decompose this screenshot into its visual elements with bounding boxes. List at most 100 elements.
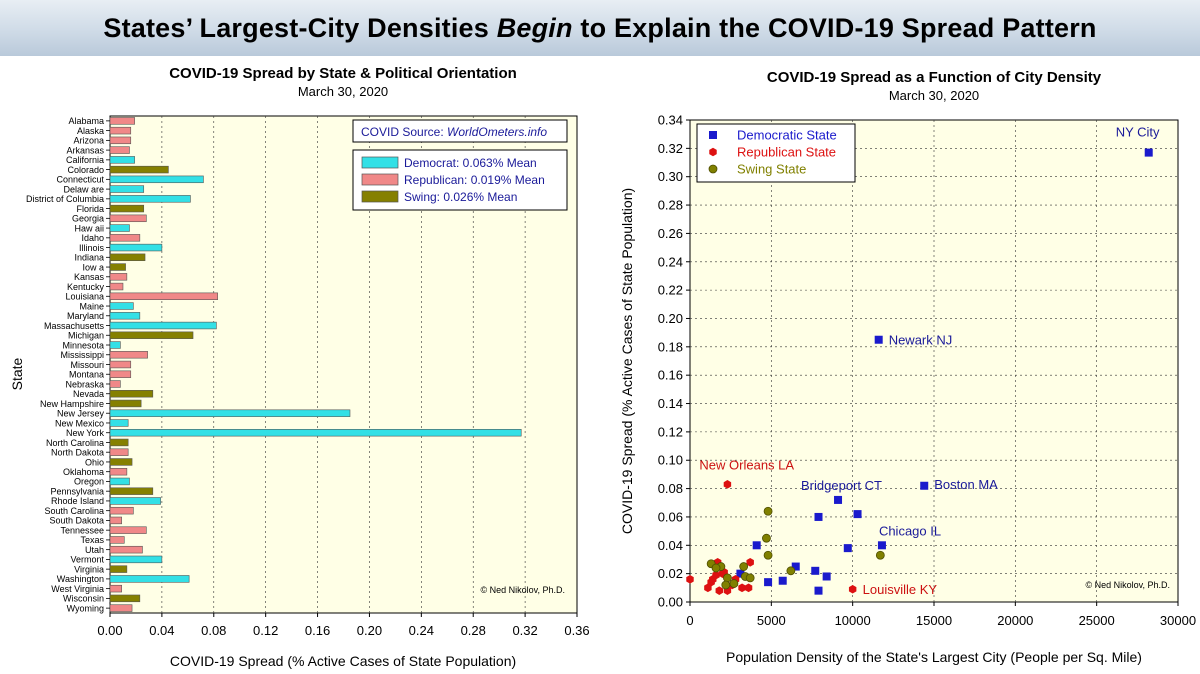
scatter-y-tick-label: 0.14 [658, 396, 683, 411]
bar-legend-items: Democrat: 0.063% Mean Republican: 0.019% … [361, 156, 545, 204]
bar-x-tick-label: 0.36 [564, 623, 589, 638]
bar-wisconsin [109, 594, 141, 603]
scatter-point-democratic-state [764, 578, 773, 587]
scatter-y-tick-label: 0.28 [658, 198, 683, 213]
source-note-site: WorldOmeters.info [447, 125, 547, 139]
bar-florida [109, 204, 145, 213]
bar-virginia [109, 565, 128, 573]
bar-california [109, 156, 135, 164]
scatter-x-tick-label: 5000 [757, 613, 786, 628]
scatter-point-democratic-state [752, 541, 761, 550]
bar-label-pennsylvania: Pennsylvania [50, 486, 104, 496]
scatter-legend-label-r: Republican State [737, 145, 836, 160]
scatter-point-republican-state [723, 480, 732, 489]
bar-label-north-dakota: North Dakota [51, 448, 104, 458]
bar-nevada [109, 390, 154, 398]
bar-texas [109, 536, 125, 544]
bar-x-tick-label: 0.32 [512, 623, 537, 638]
bar-rhode-island [109, 497, 161, 505]
scatter-point-democratic-state [736, 569, 745, 578]
annotation-ny-city: NY City [1116, 125, 1160, 140]
bar-michigan [109, 331, 194, 339]
bar-chart-subtitle: March 30, 2020 [298, 84, 388, 99]
banner-title-part2: to Explain the COVID-19 Spread Pattern [572, 12, 1097, 43]
scatter-legend-marker-s [708, 164, 718, 174]
bar-massachusetts [109, 321, 217, 330]
annotation-bridgeport-ct: Bridgeport CT [801, 478, 882, 493]
scatter-annotations: NY City Newark NJ Boston MA Bridgeport CT Ch… [699, 125, 1160, 598]
scatter-point-democratic-state [874, 335, 883, 344]
bar-label-alabama: Alabama [68, 116, 104, 126]
source-note: COVID Source: WorldOmeters.info [361, 125, 547, 139]
bar-x-tick-label: 0.00 [97, 623, 122, 638]
bar-label-utah: Utah [85, 545, 104, 555]
bar-label-idaho: Idaho [81, 233, 104, 243]
scatter-x-tick-labels: 0 5000 10000 15000 20000 25000 30000 [686, 602, 1196, 628]
scatter-x-tick-label: 30000 [1160, 613, 1196, 628]
bar-label-wisconsin: Wisconsin [63, 594, 104, 604]
scatter-y-tick-label: 0.32 [658, 141, 683, 156]
bar-kentucky [109, 282, 124, 291]
scatter-point-republican-state [704, 583, 712, 593]
bar-label-new-jersey: New Jersey [57, 409, 105, 419]
bar-x-tick-label: 0.16 [305, 623, 330, 638]
scatter-y-tick-labels: 0.00 0.02 0.04 0.06 0.08 0.10 0.12 0.14 0.16 0.18… [658, 113, 690, 610]
bar-legend-swatch-s [361, 190, 399, 203]
bar-label-texas: Texas [80, 535, 104, 545]
bar-colorado [109, 165, 169, 174]
bar-label-new-mexico: New Mexico [55, 418, 104, 428]
bar-label-illinois: Illinois [79, 243, 105, 253]
bar-ohio [109, 458, 133, 466]
scatter-point-swing-state [875, 550, 885, 560]
bar-x-tick-label: 0.12 [253, 623, 278, 638]
bar-label-tennessee: Tennessee [60, 525, 104, 535]
annotation-boston-ma: Boston MA [934, 477, 998, 492]
bar-legend-label-d: Democrat: 0.063% Mean [404, 156, 537, 170]
bar-legend-label-r: Republican: 0.019% Mean [404, 173, 545, 187]
bar-label-connecticut: Connecticut [56, 175, 104, 185]
bar-connecticut [109, 175, 204, 184]
scatter-y-tick-label: 0.20 [658, 311, 683, 326]
bar-delaware [109, 185, 145, 193]
bar-label-michigan: Michigan [68, 331, 104, 341]
bar-alabama [109, 117, 135, 125]
scatter-legend-marker-d [709, 131, 717, 139]
scatter-points [686, 148, 1153, 595]
bar-label-new-york: New York [66, 428, 105, 438]
scatter-chart: COVID-19 Spread as a Function of City De… [619, 69, 1196, 665]
bar-label-missouri: Missouri [70, 360, 104, 370]
scatter-point-republican-state [715, 586, 723, 595]
source-note-label: COVID Source: [361, 125, 447, 139]
bar-north-dakota [109, 448, 129, 456]
annotation-newark-nj: Newark NJ [889, 333, 953, 348]
bar-label-north-carolina: North Carolina [46, 438, 104, 448]
scatter-point-democratic-state [1144, 148, 1153, 157]
bar-label-maryland: Maryland [67, 311, 104, 321]
bar-credit: © Ned Nikolov, Ph.D. [481, 585, 566, 595]
scatter-y-tick-label: 0.06 [658, 509, 683, 524]
scatter-point-swing-state [723, 573, 732, 583]
bar-x-tick-label: 0.24 [409, 623, 434, 638]
scatter-point-republican-state [848, 584, 857, 594]
bar-missouri [109, 360, 132, 369]
scatter-x-axis-label: Population Density of the State's Larges… [726, 649, 1142, 665]
bar-nebraska [109, 380, 121, 388]
bar-new-mexico [109, 419, 129, 427]
bar-label-nebraska: Nebraska [65, 379, 104, 389]
bar-label-rhode-island: Rhode Island [51, 496, 104, 506]
scatter-gridlines [690, 120, 1178, 602]
bar-label-delaware: Delaw are [63, 184, 104, 194]
bar-label-minnesota: Minnesota [62, 340, 104, 350]
source-box [352, 119, 568, 143]
scatter-y-tick-label: 0.34 [658, 113, 683, 128]
bar-label-virginia: Virginia [74, 564, 104, 574]
scatter-point-democratic-state [877, 541, 886, 550]
bar-label-west-virginia: West Virginia [51, 584, 104, 594]
bar-label-california: California [66, 155, 104, 165]
scatter-point-swing-state [739, 562, 749, 571]
bar-illinois [109, 243, 163, 252]
annotation-chicago-il: Chicago IL [879, 523, 941, 538]
bar-x-tick-labels: 0.00 0.04 0.08 0.12 0.16 0.20 0.24 0.28 0.32 0.36 [97, 613, 590, 638]
scatter-point-swing-state [745, 573, 755, 583]
banner-title-emphasis: Begin [496, 12, 573, 43]
